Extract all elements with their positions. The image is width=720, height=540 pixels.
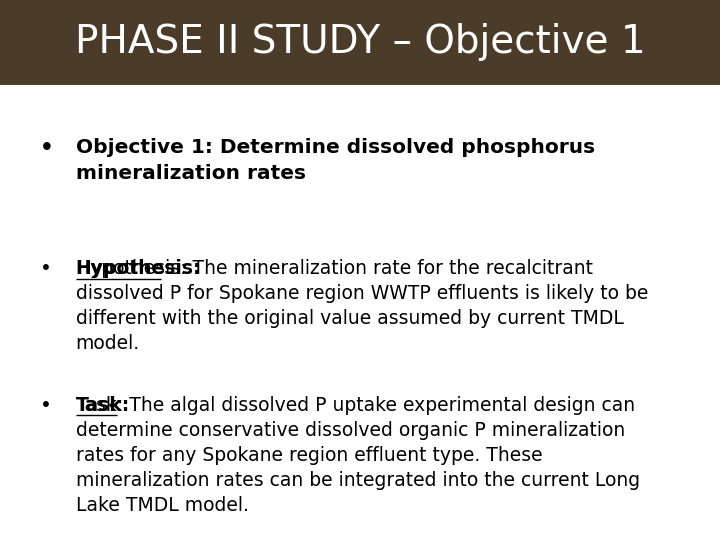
Text: •: •	[40, 259, 51, 279]
Text: •: •	[40, 138, 53, 158]
Text: Hypothesis: The mineralization rate for the recalcitrant
dissolved P for Spokane: Hypothesis: The mineralization rate for …	[76, 259, 648, 353]
Text: Task: The algal dissolved P uptake experimental design can
determine conservativ: Task: The algal dissolved P uptake exper…	[76, 396, 640, 515]
Text: Task:: Task:	[76, 396, 130, 415]
Text: •: •	[40, 396, 51, 415]
Text: PHASE II STUDY – Objective 1: PHASE II STUDY – Objective 1	[75, 23, 645, 61]
FancyBboxPatch shape	[0, 0, 720, 85]
Text: Hypothesis:: Hypothesis:	[76, 259, 201, 279]
Text: Objective 1: Determine dissolved phosphorus
mineralization rates: Objective 1: Determine dissolved phospho…	[76, 138, 595, 183]
